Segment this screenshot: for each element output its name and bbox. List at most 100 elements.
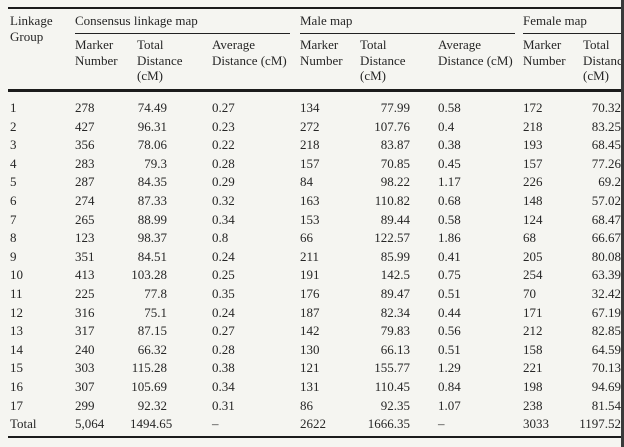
- linkage-group-cell: 6: [10, 192, 17, 208]
- linkage-group-cell: 15: [10, 360, 23, 376]
- value-cell: 5,064: [72, 415, 130, 438]
- value-cell: 0.41: [438, 248, 461, 264]
- value-cell: 158: [523, 341, 543, 357]
- column-header-consensus-total-distance: Total Distance (cM): [130, 34, 192, 92]
- column-header-female-total-distance: Total Distance (cM): [573, 34, 624, 92]
- value-cell: 163: [300, 192, 320, 208]
- column-header-consensus-average-distance: Average Distance (cM): [192, 34, 296, 92]
- value-cell: 92.32: [137, 397, 167, 413]
- linkage-group-cell: 11: [10, 285, 23, 301]
- value-cell: 86: [300, 397, 313, 413]
- value-cell: 1197.52: [573, 415, 621, 438]
- value-cell: 0.45: [438, 155, 461, 171]
- value-cell: 0.24: [212, 248, 235, 264]
- value-cell: 87.15: [137, 323, 167, 339]
- value-cell: 94.69: [591, 378, 621, 394]
- table-row: 7 265 88.99 0.34 153 89.44 0.58 124 68.47: [8, 211, 621, 230]
- value-cell: 92.35: [380, 397, 410, 413]
- value-cell: 274: [75, 192, 95, 208]
- value-cell: 122.57: [374, 230, 410, 246]
- value-cell: 57.02: [591, 192, 621, 208]
- table-row: 13 317 87.15 0.27 142 79.83 0.56 212 82.85: [8, 322, 621, 341]
- value-cell: 254: [523, 267, 543, 283]
- value-cell: 75.1: [144, 304, 167, 320]
- group-header-consensus: Consensus linkage map: [72, 7, 296, 34]
- value-cell: 0.38: [438, 137, 461, 153]
- linkage-group-cell: Total: [8, 415, 72, 438]
- value-cell: 0.29: [212, 174, 235, 190]
- value-cell: 105.69: [131, 378, 167, 394]
- linkage-group-cell: 13: [10, 323, 23, 339]
- value-cell: 103.28: [131, 267, 167, 283]
- column-header-male-marker-number: Marker Number: [296, 34, 358, 92]
- value-cell: 3033: [521, 415, 573, 438]
- group-header-female-label: Female map: [523, 13, 621, 34]
- table-row: 10 413 103.28 0.25 191 142.5 0.75 254 63.39: [8, 266, 621, 285]
- value-cell: 303: [75, 360, 95, 376]
- value-cell: 176: [300, 285, 320, 301]
- table-row: 11 225 77.8 0.35 176 89.47 0.51 70 32.42: [8, 285, 621, 304]
- value-cell: 316: [75, 304, 95, 320]
- value-cell: 84.35: [137, 174, 167, 190]
- value-cell: 193: [523, 137, 543, 153]
- value-cell: 74.49: [137, 100, 167, 115]
- value-cell: 84: [300, 174, 313, 190]
- linkage-group-cell: 3: [10, 137, 17, 153]
- column-header-linkage-group: Linkage Group: [8, 7, 72, 92]
- value-cell: 155.77: [374, 360, 410, 376]
- value-cell: 265: [75, 211, 95, 227]
- linkage-group-cell: 7: [10, 211, 17, 227]
- linkage-map-table: Linkage Group Consensus linkage map Male…: [8, 7, 624, 438]
- value-cell: 226: [523, 174, 543, 190]
- value-cell: 0.4: [438, 118, 455, 134]
- value-cell: 238: [523, 397, 543, 413]
- value-cell: 0.35: [212, 285, 235, 301]
- value-cell: 212: [523, 323, 543, 339]
- value-cell: 142.5: [380, 267, 410, 283]
- value-cell: 69.2: [598, 174, 621, 190]
- value-cell: 79.83: [380, 323, 410, 339]
- value-cell: 130: [300, 341, 320, 357]
- value-cell: 427: [75, 118, 95, 134]
- value-cell: 110.82: [374, 192, 410, 208]
- linkage-group-cell: 2: [10, 118, 17, 134]
- value-cell: 66.13: [380, 341, 410, 357]
- value-cell: 1494.65: [130, 415, 192, 438]
- value-cell: 198: [523, 378, 543, 394]
- table-row: 1 278 74.49 0.27 134 77.99 0.58 172 70.32: [8, 91, 621, 118]
- value-cell: 351: [75, 248, 95, 264]
- value-cell: 218: [300, 137, 320, 153]
- value-cell: 134: [300, 100, 320, 115]
- value-cell: 191: [300, 267, 320, 283]
- value-cell: 64.59: [591, 341, 621, 357]
- value-cell: 1666.35: [358, 415, 414, 438]
- value-cell: 124: [523, 211, 543, 227]
- value-cell: –: [414, 415, 521, 438]
- table-row: 3 356 78.06 0.22 218 83.87 0.38 193 68.45: [8, 136, 621, 155]
- column-header-consensus-marker-number: Marker Number: [72, 34, 130, 92]
- group-header-male-label: Male map: [300, 13, 515, 34]
- value-cell: 0.8: [212, 230, 229, 246]
- column-header-female-marker-number: Marker Number: [521, 34, 573, 92]
- value-cell: 0.34: [212, 378, 235, 394]
- linkage-group-cell: 1: [10, 100, 17, 115]
- table-row: 14 240 66.32 0.28 130 66.13 0.51 158 64.59: [8, 341, 621, 360]
- value-cell: 88.99: [137, 211, 167, 227]
- group-header-row: Linkage Group Consensus linkage map Male…: [8, 7, 621, 92]
- value-cell: 79.3: [144, 155, 167, 171]
- value-cell: 240: [75, 341, 95, 357]
- value-cell: 299: [75, 397, 95, 413]
- value-cell: 77.8: [144, 285, 167, 301]
- value-cell: 78.06: [137, 137, 167, 153]
- value-cell: 221: [523, 360, 543, 376]
- value-cell: 68.47: [591, 211, 621, 227]
- table-row: 12 316 75.1 0.24 187 82.34 0.44 171 67.19: [8, 304, 621, 323]
- value-cell: 70.85: [380, 155, 410, 171]
- value-cell: 0.25: [212, 267, 235, 283]
- value-cell: 110.45: [374, 378, 410, 394]
- value-cell: 0.27: [212, 100, 235, 115]
- value-cell: 157: [300, 155, 320, 171]
- total-row: Total 5,064 1494.65–2622 1666.35–3033 1197.5…: [8, 415, 621, 438]
- value-cell: 107.76: [374, 118, 410, 134]
- linkage-group-cell: 14: [10, 341, 23, 357]
